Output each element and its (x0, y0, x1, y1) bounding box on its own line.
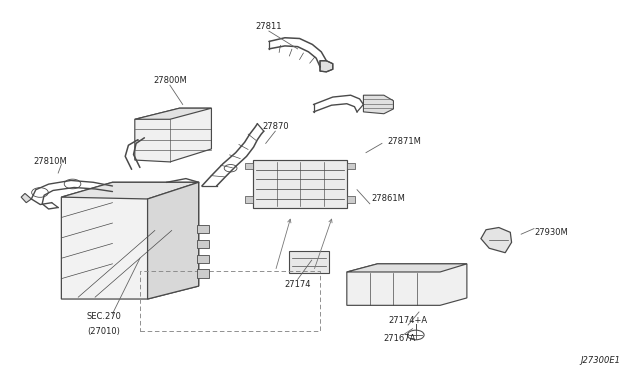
Bar (197, 269, 209, 278)
Text: SEC.270: SEC.270 (86, 312, 122, 321)
Text: (27010): (27010) (88, 327, 120, 336)
Text: 27174+A: 27174+A (388, 316, 428, 325)
Text: 27800M: 27800M (153, 76, 187, 85)
Bar (245, 196, 253, 203)
Polygon shape (347, 264, 467, 305)
Text: 27810M: 27810M (34, 157, 67, 166)
Bar (348, 163, 355, 169)
Polygon shape (289, 251, 329, 273)
Polygon shape (347, 264, 467, 272)
Polygon shape (61, 182, 198, 199)
Text: 27930M: 27930M (534, 228, 568, 237)
Polygon shape (481, 228, 511, 253)
Text: J27300E1: J27300E1 (580, 356, 620, 365)
Bar (197, 240, 209, 248)
Bar (197, 225, 209, 233)
Bar (245, 163, 253, 169)
Bar (348, 196, 355, 203)
Text: 27167A: 27167A (383, 334, 416, 343)
Polygon shape (135, 108, 211, 119)
Text: 27861M: 27861M (371, 195, 405, 203)
Polygon shape (253, 160, 348, 208)
Bar (197, 254, 209, 263)
Text: 27870: 27870 (262, 122, 289, 131)
Text: 27871M: 27871M (387, 137, 421, 146)
Text: 27174: 27174 (284, 280, 311, 289)
Polygon shape (364, 95, 394, 114)
Polygon shape (21, 193, 31, 203)
Text: 27811: 27811 (255, 22, 282, 31)
Polygon shape (148, 182, 198, 299)
Polygon shape (135, 108, 211, 162)
Polygon shape (61, 182, 198, 299)
Polygon shape (320, 61, 333, 72)
